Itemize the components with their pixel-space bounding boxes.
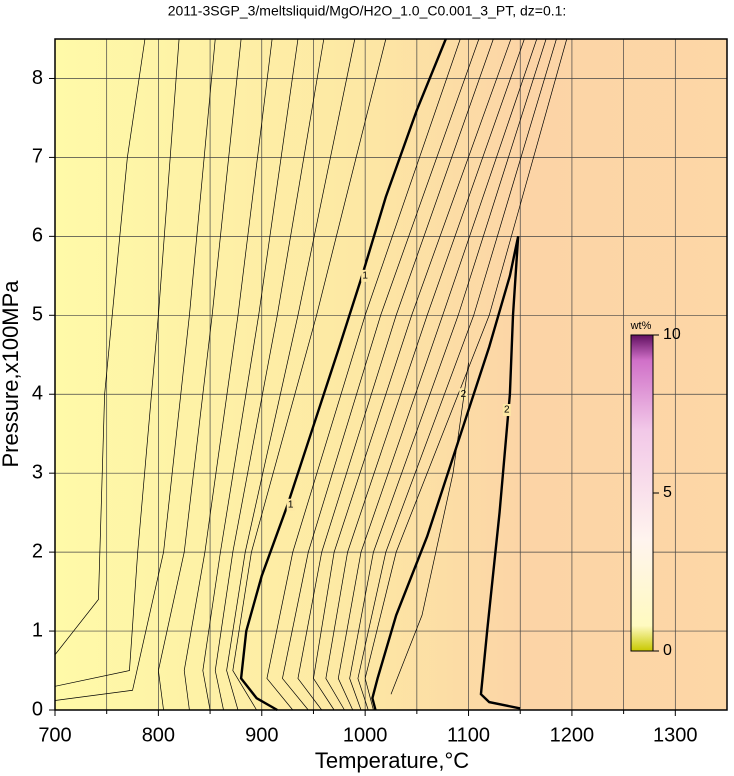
contour-label: 2 [504, 405, 510, 416]
y-tick-label: 5 [32, 304, 43, 326]
colorbar [630, 334, 654, 652]
contour-line [202, 38, 299, 711]
x-tick-label: 700 [38, 724, 71, 746]
contour-line [54, 38, 180, 687]
contour-line [325, 38, 525, 711]
contour-label-bg [459, 388, 468, 401]
y-tick-label: 2 [32, 540, 43, 562]
contour-line [349, 38, 547, 711]
contour-label-bg [286, 498, 295, 511]
contour-line [364, 38, 568, 711]
contour-label-bg [361, 269, 370, 282]
y-tick-label: 8 [32, 67, 43, 89]
y-tick-label: 7 [32, 146, 43, 168]
x-axis-label: Temperature,°C [315, 748, 469, 773]
contour-label: 1 [362, 270, 368, 281]
x-tick-label: 900 [245, 724, 278, 746]
contour-line [337, 38, 538, 711]
x-tick-label: 1300 [653, 724, 698, 746]
y-tick-label: 3 [32, 461, 43, 483]
x-tick-label: 1100 [447, 724, 490, 746]
frame [54, 38, 728, 711]
contour-line [232, 38, 387, 711]
colorbar-tick-label: 5 [663, 484, 672, 501]
colorbar-label: wt% [630, 320, 652, 332]
contour-line [266, 38, 461, 711]
chart-title: 2011-3SGP_3/meltsliquid/MgO/H2O_1.0_C0.0… [168, 3, 567, 19]
contour-line [214, 38, 325, 711]
contour-line [390, 362, 469, 695]
contour-line [297, 38, 494, 711]
y-tick-label: 0 [32, 698, 43, 720]
colorbar-tick-label: 10 [663, 326, 681, 343]
contour-line [226, 38, 356, 711]
y-tick-label: 6 [32, 225, 43, 247]
contour-line [313, 38, 512, 711]
contour-line [282, 38, 480, 711]
contour-line [239, 38, 447, 712]
contour-line [54, 38, 146, 655]
x-tick-label: 800 [142, 724, 175, 746]
contour-label: 1 [288, 499, 294, 510]
contour-line [158, 38, 242, 711]
contour-label-bg [502, 404, 511, 417]
contour-label: 2 [461, 389, 467, 400]
contour-line [183, 38, 273, 711]
x-tick-label: 1200 [550, 724, 595, 746]
contour-line [357, 38, 557, 711]
y-tick-label: 1 [32, 619, 43, 641]
contour-line [371, 236, 521, 711]
colorbar-tick-label: 0 [663, 642, 672, 659]
y-axis-label: Pressure,x100MPa [0, 280, 23, 468]
plot-background [55, 39, 727, 710]
y-tick-label: 4 [32, 383, 43, 405]
contour-line [54, 38, 216, 701]
x-tick-label: 1000 [343, 724, 388, 746]
